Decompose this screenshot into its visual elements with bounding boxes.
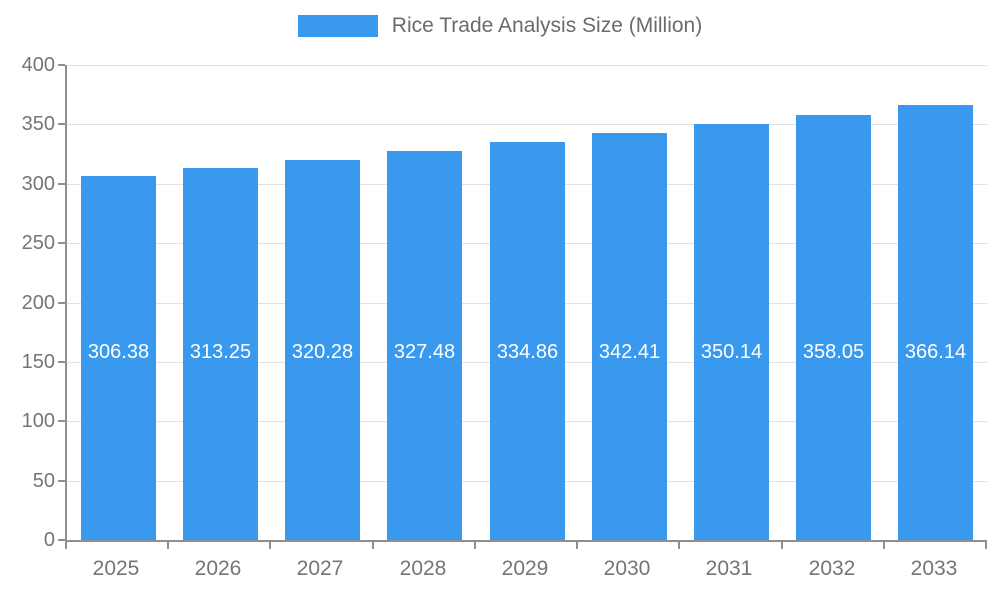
x-axis-tick	[372, 542, 374, 549]
x-axis-tick	[269, 542, 271, 549]
y-axis-tick	[58, 301, 65, 304]
y-axis-tick	[58, 182, 65, 185]
bar-2031[interactable]: 350.14	[694, 124, 769, 540]
x-axis-label: 2028	[399, 557, 447, 580]
legend-label: Rice Trade Analysis Size (Million)	[391, 14, 703, 37]
y-axis-tick	[58, 420, 65, 423]
x-axis-label: 2033	[910, 557, 958, 580]
x-axis-label: 2026	[194, 557, 242, 580]
y-axis-tick	[58, 242, 65, 245]
y-axis-tick	[58, 360, 65, 363]
bar-value-label: 313.25	[189, 341, 252, 363]
bar-value-label: 320.28	[291, 341, 354, 363]
legend-swatch-icon	[297, 15, 378, 37]
y-axis-tick	[58, 479, 65, 482]
x-axis-tick	[678, 542, 680, 549]
x-axis-tick	[65, 542, 67, 549]
bar-2028[interactable]: 327.48	[387, 151, 462, 540]
y-axis-tick	[58, 123, 65, 126]
chart-legend[interactable]: Rice Trade Analysis Size (Million)	[0, 14, 1000, 38]
x-axis-label: 2032	[808, 557, 856, 580]
bar-value-label: 342.41	[598, 341, 661, 363]
bar-value-label: 327.48	[393, 341, 456, 363]
x-axis-label: 2031	[705, 557, 753, 580]
x-axis-tick	[474, 542, 476, 549]
bar-2025[interactable]: 306.38	[81, 176, 156, 540]
y-axis-label: 250	[21, 232, 55, 255]
bar-2026[interactable]: 313.25	[183, 168, 258, 540]
x-axis-tick	[167, 542, 169, 549]
y-axis-label: 300	[21, 172, 55, 195]
plot-area: 306.38 313.25 320.28 327.48 334.86 342.41 350.…	[65, 65, 987, 542]
x-axis-tick	[883, 542, 885, 549]
bar-value-label: 358.05	[802, 341, 865, 363]
x-axis-label: 2030	[603, 557, 651, 580]
bar-value-label: 366.14	[904, 341, 967, 363]
bar-2030[interactable]: 342.41	[592, 133, 667, 540]
x-axis-label: 2027	[296, 557, 344, 580]
y-axis-label: 200	[21, 291, 55, 314]
bar-value-label: 334.86	[496, 341, 559, 363]
bar-value-label: 350.14	[700, 341, 763, 363]
y-axis-tick	[58, 64, 65, 66]
gridline	[67, 65, 987, 66]
y-axis-label: 0	[43, 529, 55, 551]
y-axis-label: 350	[21, 113, 55, 136]
gridline	[67, 124, 987, 126]
x-axis-label: 2029	[501, 557, 549, 580]
x-axis-label: 2025	[92, 557, 140, 580]
y-axis-label: 400	[21, 54, 55, 76]
bar-value-label: 306.38	[87, 341, 150, 363]
x-axis-tick	[781, 542, 783, 549]
x-axis-tick	[985, 542, 987, 549]
x-axis-tick	[576, 542, 578, 549]
y-axis-tick	[58, 539, 65, 541]
bar-2029[interactable]: 334.86	[490, 142, 565, 540]
bar-2032[interactable]: 358.05	[796, 115, 871, 540]
y-axis-label: 50	[32, 469, 55, 492]
y-axis-label: 100	[21, 410, 55, 433]
y-axis-label: 150	[21, 350, 55, 373]
bar-2033[interactable]: 366.14	[898, 105, 973, 540]
bar-2027[interactable]: 320.28	[285, 160, 360, 540]
